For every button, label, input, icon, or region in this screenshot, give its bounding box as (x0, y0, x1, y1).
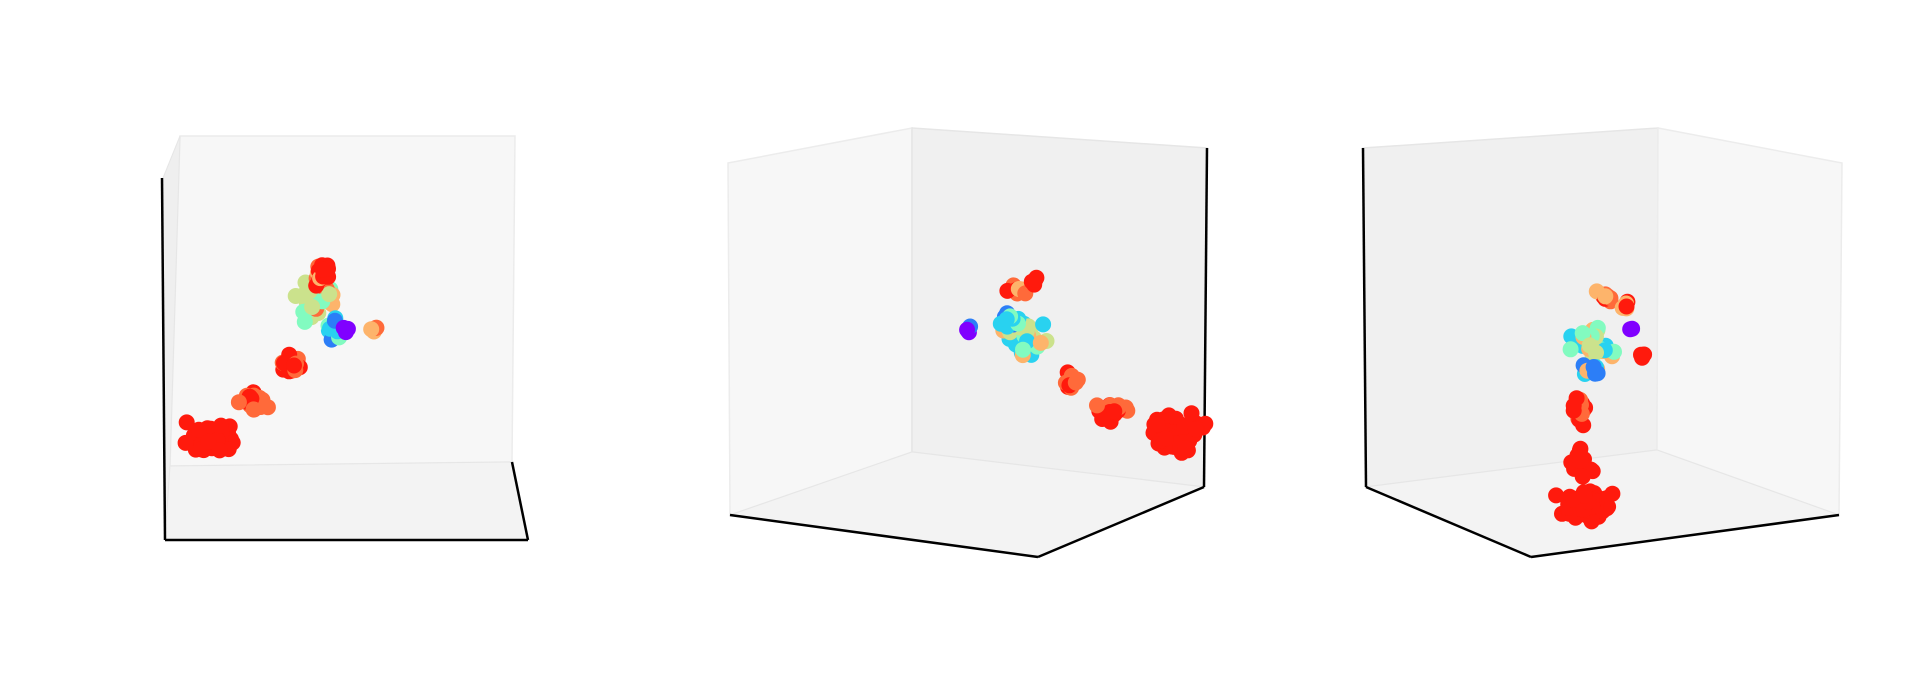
scatter-point (1576, 487, 1593, 504)
subplot-2-canvas (727, 127, 1214, 559)
scatter-point (230, 394, 247, 411)
scatter-point (304, 299, 321, 315)
scatter-point (1634, 349, 1651, 366)
subplot-1-canvas (160, 135, 530, 542)
scatter-point (1604, 485, 1621, 502)
subplot-2 (640, 0, 1280, 675)
axis-line-y (510, 461, 530, 541)
scatter-point (1597, 288, 1614, 305)
scatter-point (1618, 298, 1635, 315)
scatter-point (1089, 397, 1105, 414)
scatter-points-3 (1548, 283, 1653, 530)
axis-line-x (729, 513, 1039, 559)
scatter-point (1157, 430, 1174, 447)
scatter-point (363, 321, 380, 338)
scatter-point (1106, 403, 1123, 420)
scatter-point (1574, 325, 1591, 342)
scatter-point (1035, 316, 1052, 333)
axis-line-y (1530, 513, 1840, 559)
scatter-point (213, 417, 229, 434)
scatter-point (998, 311, 1015, 328)
subplot-3-canvas (1361, 127, 1843, 559)
scatter-point (200, 433, 217, 450)
scatter-point (1572, 452, 1589, 469)
pane-right (1656, 127, 1843, 517)
scatter-point (959, 321, 976, 338)
scatter-point (1015, 341, 1031, 358)
scatter-point (1094, 411, 1111, 427)
scatter-point (1574, 468, 1591, 485)
scatter-point (1588, 344, 1604, 361)
scatter-point (1565, 397, 1582, 414)
axis-line-z (160, 177, 167, 541)
scatter-point (1183, 405, 1200, 422)
scatter-point (1067, 374, 1084, 391)
scatter-point (177, 434, 194, 451)
scatter-point (190, 421, 207, 438)
scatter-point (339, 320, 356, 337)
scatter-point (1032, 334, 1049, 351)
scatter-point (1624, 320, 1641, 337)
scatter-point (296, 286, 313, 303)
pane-floor (164, 461, 529, 541)
scatter-point (1177, 440, 1194, 457)
scatter-point (321, 286, 338, 303)
axis-line-y (1037, 485, 1205, 559)
scatter-points-2 (959, 269, 1214, 461)
scatter-point (314, 261, 331, 278)
scatter-point (1027, 271, 1044, 288)
axis-line-x (1365, 485, 1532, 559)
scatter-points-1 (177, 257, 385, 459)
scatter-point (178, 414, 195, 431)
pane-left (727, 127, 913, 517)
scatter-point (211, 442, 228, 459)
scatter-point (1585, 359, 1602, 375)
axis-line-z (1361, 147, 1368, 488)
scatter-point (296, 313, 313, 330)
subplot-1 (0, 0, 640, 675)
scatter-point (1187, 421, 1204, 438)
pane-back (169, 135, 516, 467)
subplot-3 (1280, 0, 1919, 675)
scatter-point (1562, 341, 1579, 358)
scatter-point (1149, 416, 1166, 433)
scatter-point (1548, 487, 1565, 504)
scatter-point (286, 357, 302, 374)
scatter-point (259, 399, 276, 416)
scatter-point (245, 401, 262, 418)
